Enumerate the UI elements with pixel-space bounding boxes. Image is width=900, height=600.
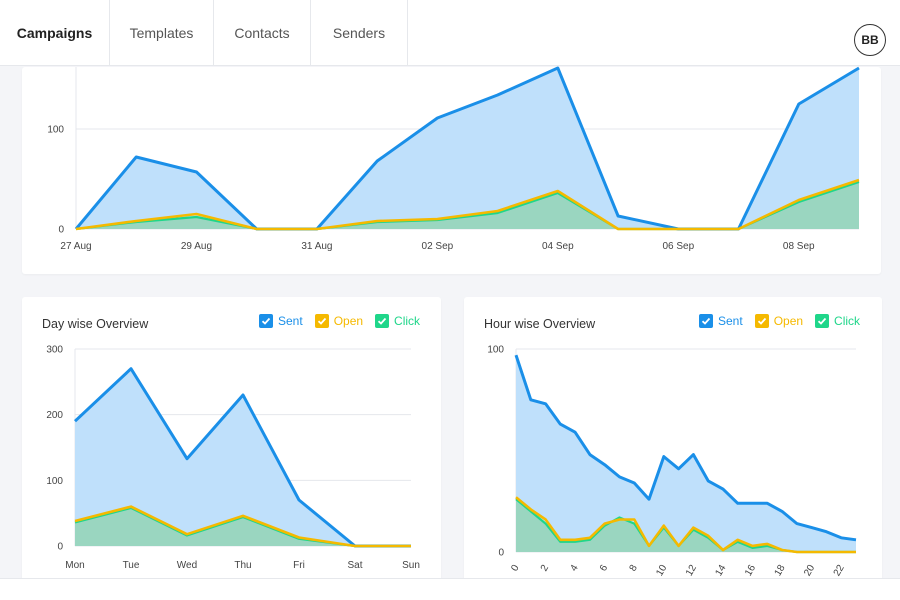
timeline-card: 0 100 27 Aug 29 Aug 31 Aug 02 Sep 04 Sep 06 Sep… <box>22 66 881 274</box>
timeline-chart: 0 100 27 Aug 29 Aug 31 Aug 02 Sep 04 Sep 06 Sep… <box>47 66 860 252</box>
legend-sent-toggle[interactable]: Sent <box>259 314 303 328</box>
x-tick-label: 27 Aug <box>60 241 91 252</box>
open-line <box>75 178 860 231</box>
x-tick-label: 31 Aug <box>301 241 332 252</box>
legend-sent-label: Sent <box>718 314 743 328</box>
day-wise-title: Day wise Overview <box>42 317 149 331</box>
x-tick-label: 29 Aug <box>181 241 212 252</box>
day-wise-chart: 0 100 200 300 Mon Tue Wed Thu Fri Sat Sun <box>46 345 420 572</box>
click-area <box>516 499 856 552</box>
sent-area <box>76 68 859 229</box>
y-tick-label: 200 <box>46 410 63 421</box>
open-line <box>515 496 856 554</box>
x-tick-label: 04 Sep <box>542 241 574 252</box>
y-tick-label: 0 <box>58 225 64 236</box>
x-tick-label: Thu <box>234 560 251 571</box>
legend-sent-toggle[interactable]: Sent <box>699 314 743 328</box>
x-tick-label: 2 <box>539 563 552 574</box>
x-tick-label: 10 <box>654 563 669 579</box>
x-tick-label: Sat <box>347 560 362 571</box>
hour-wise-card: Hour wise Overview Sent Open Click 0 100 0… <box>464 297 882 600</box>
tab-senders[interactable]: Senders <box>311 0 408 65</box>
x-tick-label: Wed <box>177 560 197 571</box>
x-tick-label: Tue <box>123 560 140 571</box>
open-line <box>74 505 411 548</box>
checkbox-checked-icon <box>375 314 390 328</box>
x-tick-label: 02 Sep <box>422 241 454 252</box>
y-tick-label: 100 <box>46 476 63 487</box>
checkbox-checked-icon <box>314 314 329 328</box>
hour-wise-title: Hour wise Overview <box>484 317 596 331</box>
y-tick-label: 100 <box>487 345 504 356</box>
day-wise-card: Day wise Overview Sent Open Click 0 100 20… <box>22 297 441 600</box>
x-tick-label: Sun <box>402 560 420 571</box>
legend-click-label: Click <box>394 314 421 328</box>
x-tick-label: 4 <box>568 563 581 574</box>
sent-line <box>514 354 857 542</box>
sent-area <box>516 355 856 552</box>
tab-templates[interactable]: Templates <box>110 0 214 65</box>
y-tick-label: 0 <box>498 548 504 559</box>
top-navigation: Campaigns Templates Contacts Senders BB <box>0 0 900 66</box>
click-area <box>76 182 859 229</box>
legend-open-toggle[interactable]: Open <box>754 314 804 328</box>
legend-click-label: Click <box>834 314 861 328</box>
x-tick-label: Fri <box>293 560 305 571</box>
x-tick-label: Mon <box>65 560 84 571</box>
checkbox-checked-icon <box>699 314 713 328</box>
y-tick-label: 300 <box>46 345 63 356</box>
legend-open-label: Open <box>333 314 364 328</box>
x-tick-label: 20 <box>802 563 817 579</box>
x-tick-label: 18 <box>773 563 788 579</box>
y-tick-label: 0 <box>57 542 63 553</box>
x-tick-label: 16 <box>743 563 758 579</box>
legend-click-toggle[interactable]: Click <box>815 314 860 328</box>
x-tick-label: 14 <box>713 563 728 579</box>
checkbox-checked-icon <box>815 314 830 328</box>
user-avatar[interactable]: BB <box>854 24 886 56</box>
x-tick-label: 12 <box>684 563 699 579</box>
day-wise-legend: Sent Open Click <box>259 314 420 328</box>
tab-contacts[interactable]: Contacts <box>214 0 311 65</box>
legend-sent-label: Sent <box>278 314 303 328</box>
x-tick-label: 08 Sep <box>783 241 815 252</box>
legend-click-toggle[interactable]: Click <box>375 314 420 328</box>
tab-campaigns[interactable]: Campaigns <box>0 0 110 65</box>
legend-open-label: Open <box>773 314 804 328</box>
x-tick-label: 06 Sep <box>662 241 694 252</box>
checkbox-checked-icon <box>754 314 769 328</box>
footer-bar <box>0 578 900 600</box>
hour-wise-legend: Sent Open Click <box>699 314 860 328</box>
checkbox-checked-icon <box>259 314 273 328</box>
x-tick-label: 6 <box>598 563 611 574</box>
y-tick-label: 100 <box>47 125 64 136</box>
click-area <box>75 507 411 546</box>
x-tick-label: 8 <box>628 563 641 574</box>
x-tick-label: 0 <box>509 563 522 574</box>
legend-open-toggle[interactable]: Open <box>314 314 364 328</box>
sent-area <box>75 368 411 546</box>
hour-wise-chart: 0 100 0 2 4 6 8 10 12 14 16 18 20 22 <box>487 345 857 579</box>
x-tick-label: 22 <box>832 563 847 579</box>
